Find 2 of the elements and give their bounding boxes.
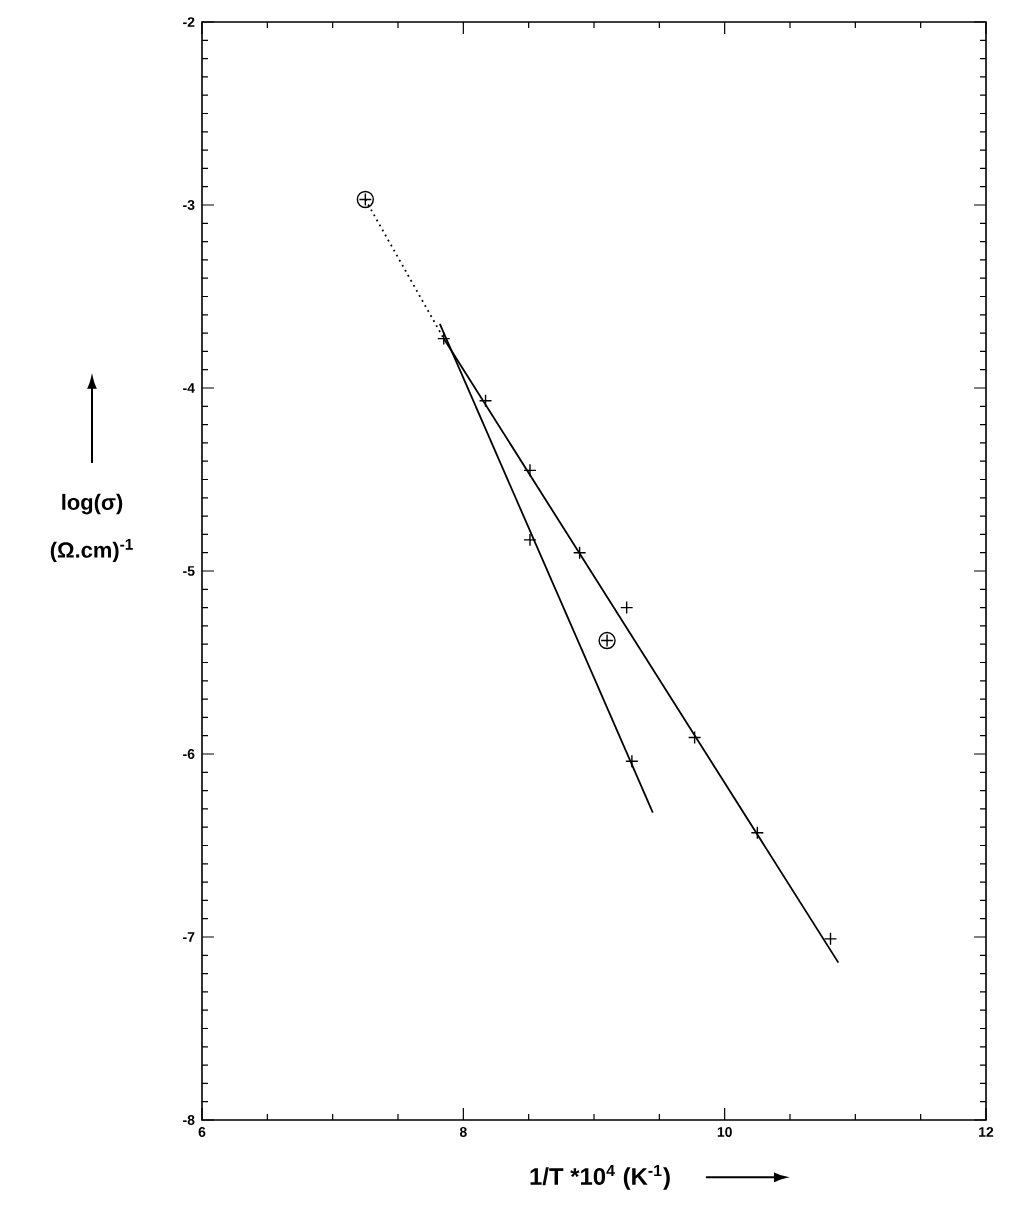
text: log(σ) (Ω.cm)$^{-1}$	[50, 493, 133, 563]
x-axis-title: 1/T *10$^{4}$ (K$^{-1}$)	[530, 1165, 670, 1190]
